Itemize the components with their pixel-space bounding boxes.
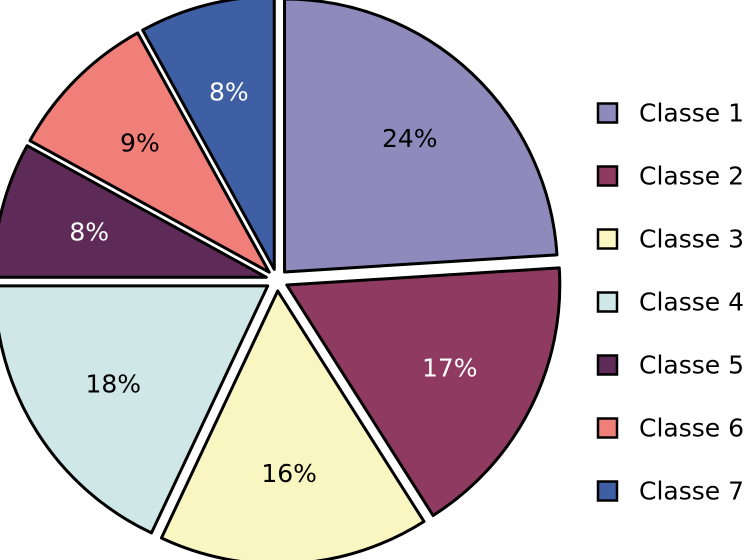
pie-data-labels: 24% 17% 16% 18% 8% 9% 8% (69, 78, 477, 488)
legend-swatch-4 (596, 291, 619, 313)
legend-swatch-7 (596, 480, 619, 502)
data-label-3: 16% (261, 459, 317, 488)
pie-slices (0, 0, 562, 560)
data-label-5: 8% (69, 217, 109, 246)
data-label-4: 18% (85, 369, 141, 398)
data-label-2: 17% (422, 354, 478, 383)
legend-label-7: Classe 7 (639, 477, 744, 506)
pie-slice-6 (28, 31, 271, 274)
legend-swatch-3 (596, 228, 619, 250)
legend-label-6: Classe 6 (639, 414, 744, 443)
legend-swatch-5 (596, 354, 619, 376)
legend-label-1: Classe 1 (639, 99, 744, 128)
pie-slice-3 (159, 289, 426, 560)
pie-slice-7 (141, 0, 276, 271)
pie-slice-5 (0, 144, 268, 279)
legend-swatch-2 (596, 165, 619, 187)
legend-swatch-1 (596, 102, 619, 124)
data-label-6: 9% (120, 128, 160, 157)
pie-slice-2 (285, 266, 562, 517)
legend-label-4: Classe 4 (639, 288, 744, 317)
legend-label-3: Classe 3 (639, 225, 744, 254)
legend-label-2: Classe 2 (639, 162, 744, 191)
legend-label-5: Classe 5 (639, 351, 744, 380)
legend: Classe 1 Classe 2 Classe 3 Classe 4 Classe 5… (596, 99, 744, 506)
pie-slice-4 (0, 284, 270, 535)
pie-slice-1 (283, 0, 559, 274)
legend-swatch-6 (596, 417, 619, 439)
data-label-7: 8% (209, 78, 249, 107)
data-label-1: 24% (382, 124, 438, 153)
